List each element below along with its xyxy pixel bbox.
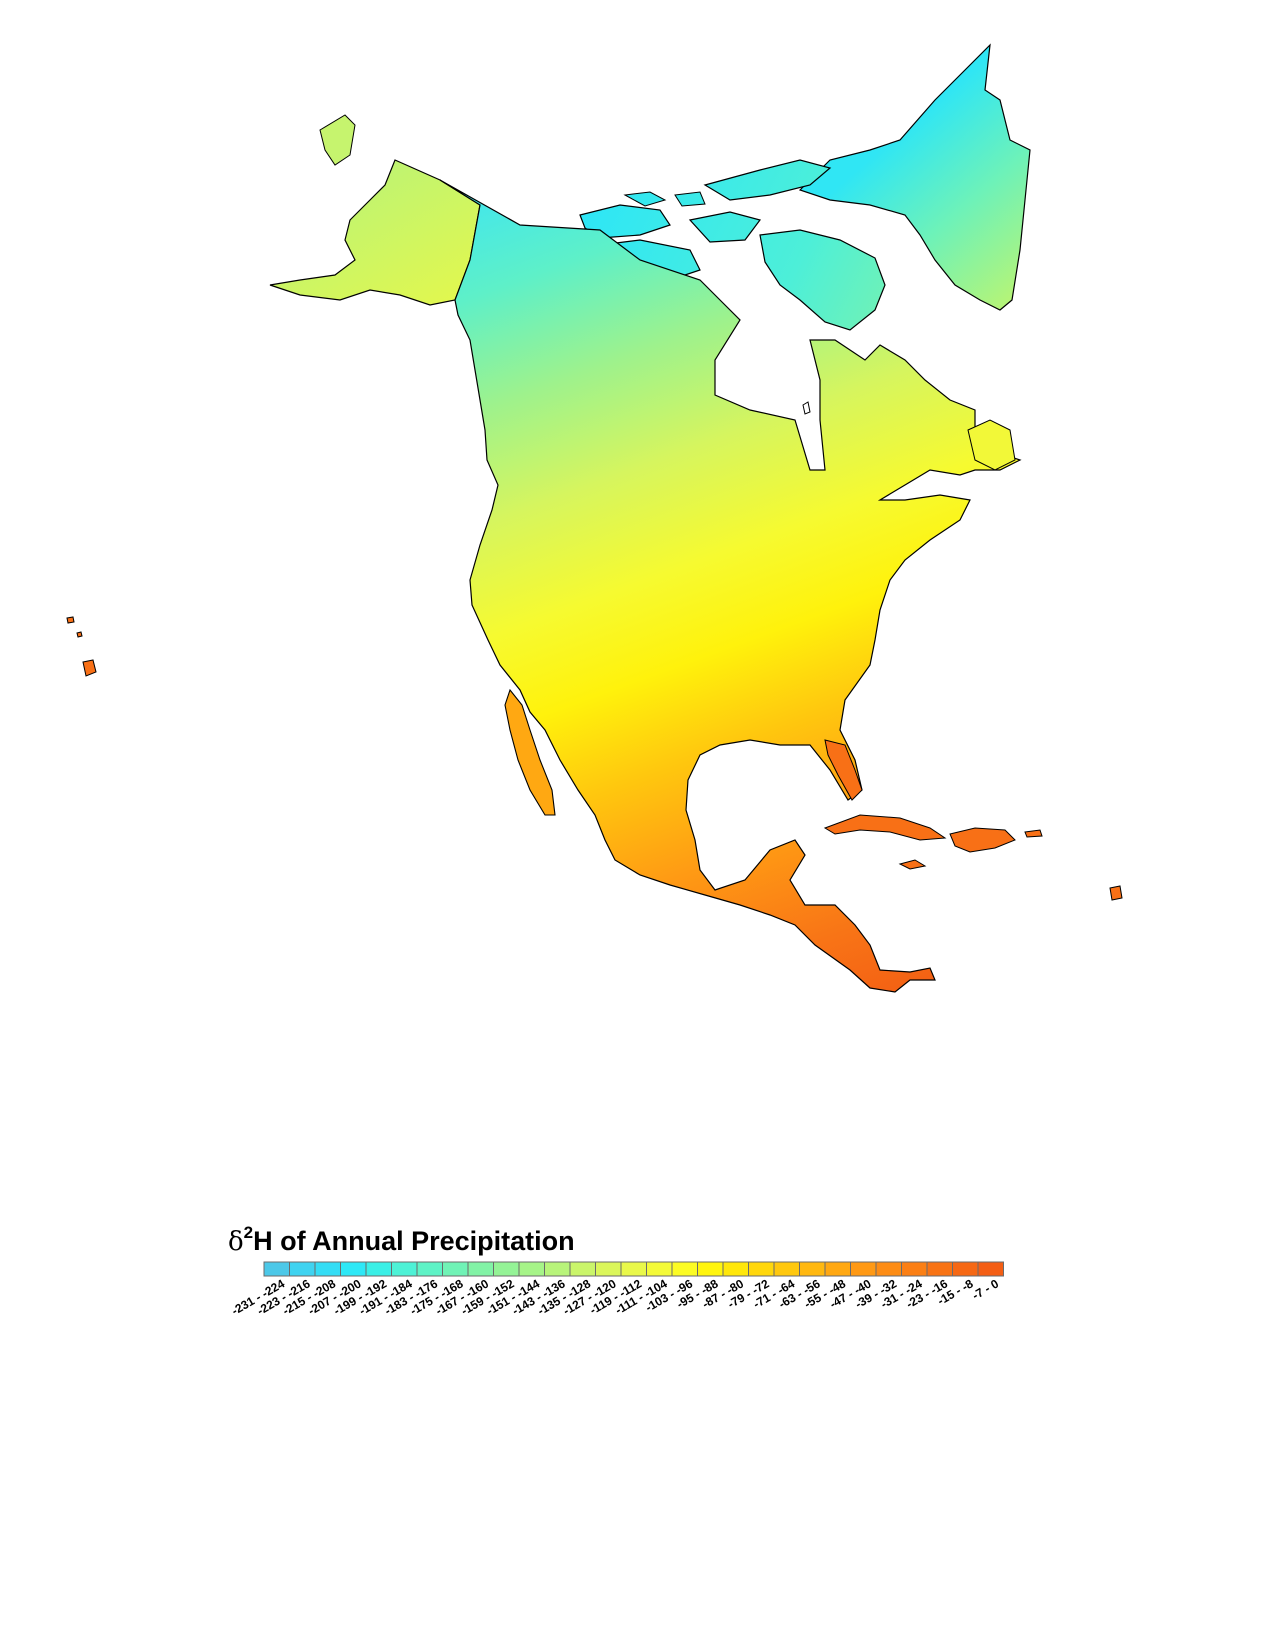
legend-swatch	[850, 1261, 877, 1277]
legend-swatch	[646, 1261, 673, 1277]
legend-title-text: H of Annual Precipitation	[253, 1226, 575, 1256]
isoscape-map	[66, 43, 1123, 993]
puerto-rico-island	[1024, 829, 1043, 838]
arctic-island	[674, 191, 706, 207]
legend-swatch	[722, 1261, 749, 1277]
legend-swatch	[926, 1261, 953, 1277]
legend-swatch	[391, 1261, 418, 1277]
trinidad-island	[1109, 885, 1123, 901]
legend-swatch	[697, 1261, 724, 1277]
jamaica-island	[898, 859, 927, 870]
legend-swatch	[289, 1261, 316, 1277]
hawaii-island	[82, 659, 97, 677]
aleutian-island	[319, 114, 356, 166]
legend-class-label: -7 - 0	[970, 1276, 1002, 1302]
legend-swatch	[340, 1261, 367, 1277]
arctic-island	[688, 211, 762, 243]
legend-swatch	[748, 1261, 775, 1277]
legend-title: δ2H of Annual Precipitation	[228, 1223, 575, 1257]
hawaii-island	[66, 616, 75, 624]
legend-swatch	[671, 1261, 698, 1277]
legend-swatch	[901, 1261, 928, 1277]
legend-title-superscript: 2	[243, 1223, 254, 1242]
legend-swatch	[416, 1261, 443, 1277]
color-legend: -231 - -224-223 - -216-215 - -208-207 - …	[229, 1261, 1004, 1318]
legend-swatch	[493, 1261, 520, 1277]
legend-swatch	[263, 1261, 290, 1277]
legend-swatch	[569, 1261, 596, 1277]
legend-swatch	[824, 1261, 851, 1277]
newfoundland	[967, 419, 1016, 471]
baja-california	[504, 688, 556, 816]
legend-swatch	[977, 1261, 1004, 1277]
north-america-landmass	[439, 179, 1022, 993]
arctic-island	[623, 191, 667, 207]
hawaii-island	[76, 631, 83, 638]
belcher-island	[802, 401, 811, 415]
florida-peninsula	[824, 739, 863, 801]
legend-swatch	[467, 1261, 494, 1277]
legend-swatch	[314, 1261, 341, 1277]
hispaniola-island	[949, 827, 1016, 853]
legend-swatch	[442, 1261, 469, 1277]
legend-title-symbol: δ	[228, 1227, 244, 1257]
alaska-landmass	[269, 159, 481, 306]
legend-swatch	[544, 1261, 571, 1277]
legend-swatch	[952, 1261, 979, 1277]
legend-swatch	[518, 1261, 545, 1277]
legend-swatch	[620, 1261, 647, 1277]
greenland-landmass	[798, 43, 1031, 311]
legend-swatch	[799, 1261, 826, 1277]
legend-swatch	[365, 1261, 392, 1277]
baffin-island	[759, 229, 886, 331]
legend-swatch	[773, 1261, 800, 1277]
legend-swatch	[595, 1261, 622, 1277]
legend-swatch	[875, 1261, 902, 1277]
arctic-island	[703, 159, 832, 201]
cuba-island	[823, 814, 947, 841]
